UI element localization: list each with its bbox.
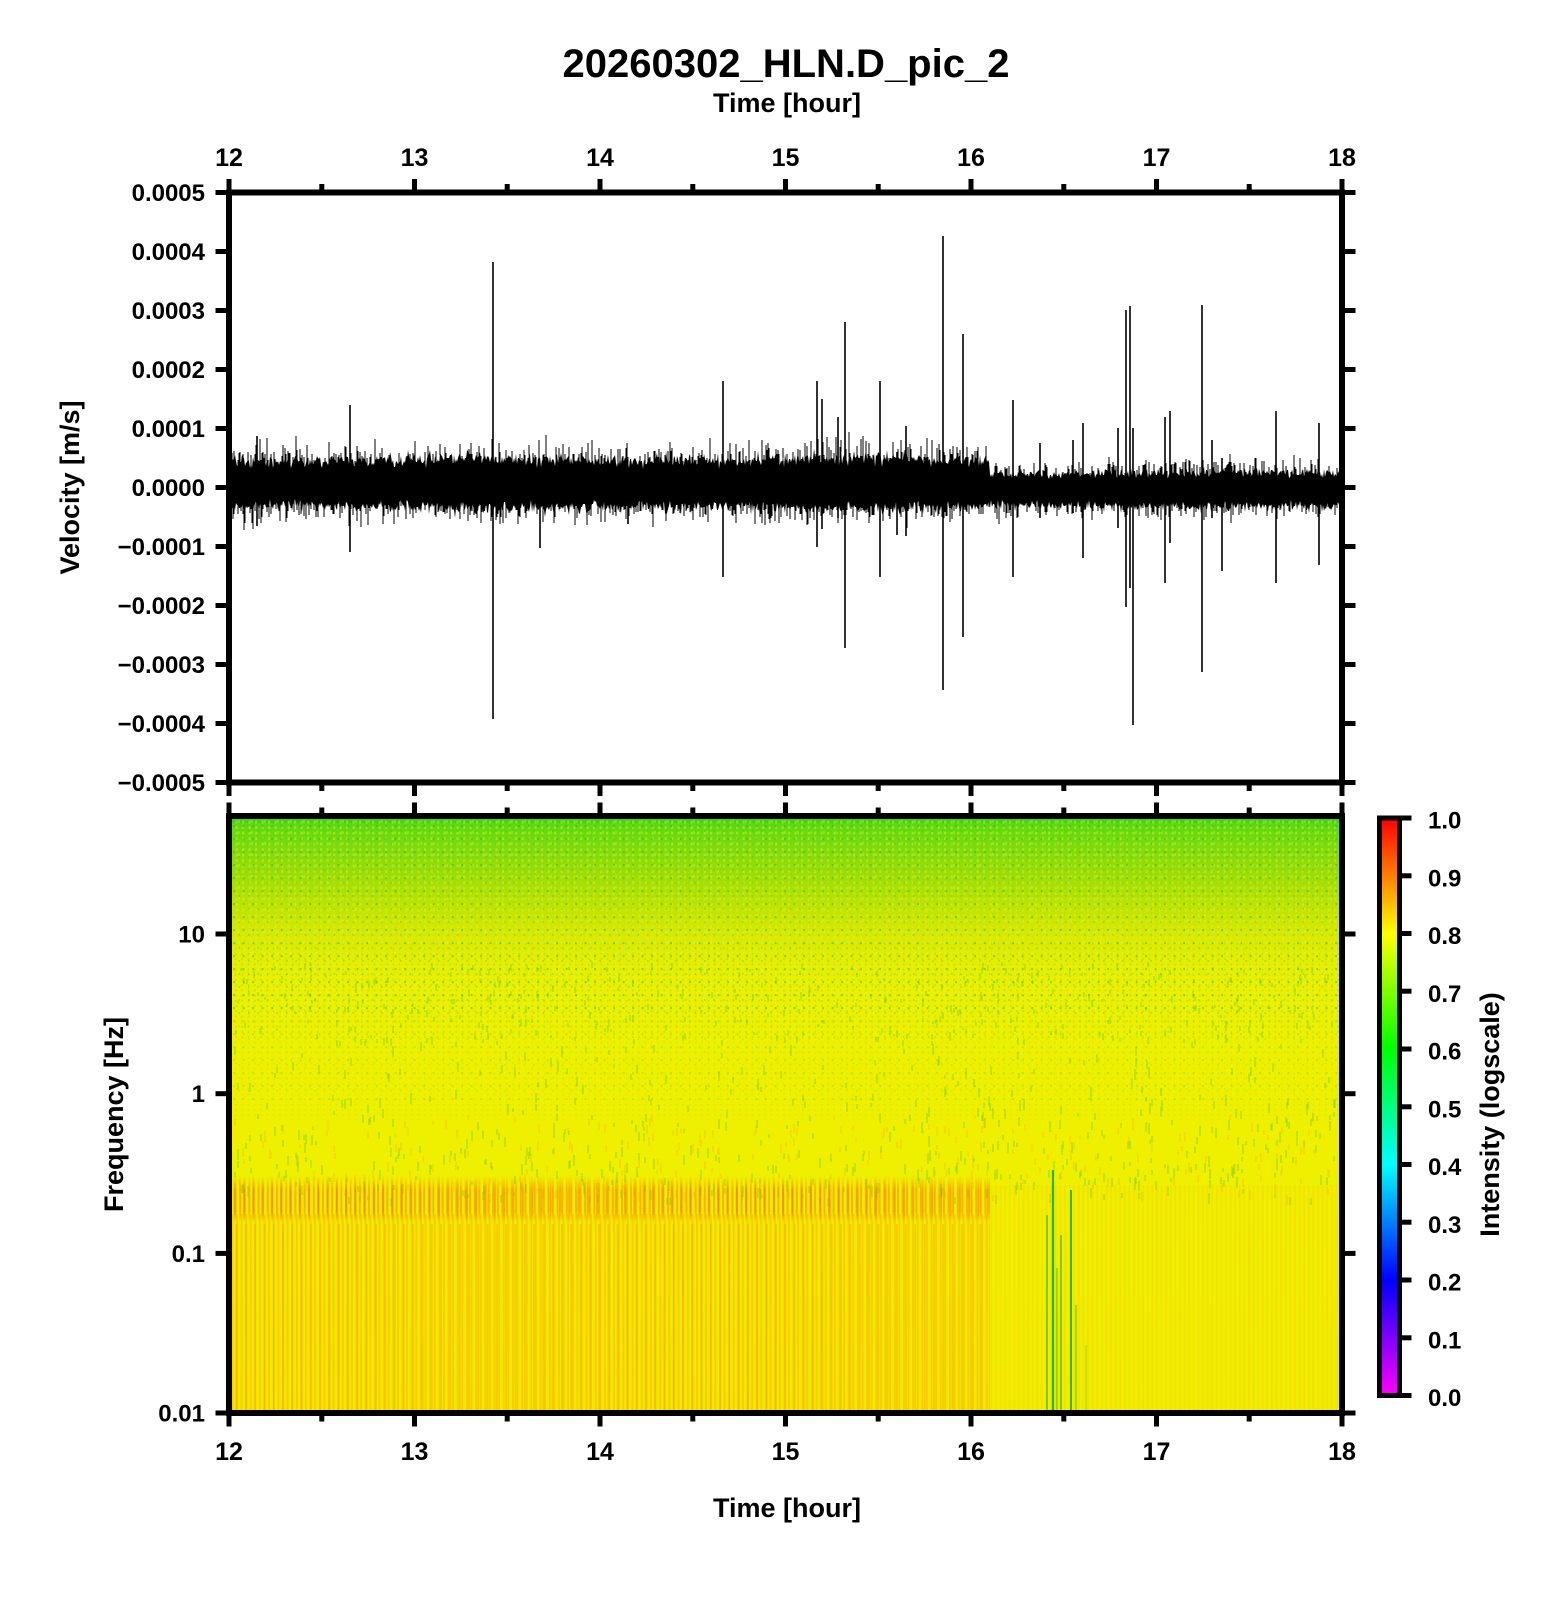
svg-text:17: 17	[1143, 1438, 1171, 1466]
svg-text:1: 1	[192, 1081, 205, 1108]
svg-text:12: 12	[215, 144, 243, 172]
svg-text:20260302_HLN.D_pic_2: 20260302_HLN.D_pic_2	[563, 42, 1010, 86]
svg-text:−0.0001: −0.0001	[118, 534, 205, 561]
svg-text:0.8: 0.8	[1428, 923, 1461, 950]
svg-text:14: 14	[586, 144, 614, 172]
svg-text:0.1: 0.1	[1428, 1327, 1461, 1354]
svg-text:0.0001: 0.0001	[132, 416, 205, 443]
svg-text:0.0: 0.0	[1428, 1385, 1461, 1412]
svg-text:0.9: 0.9	[1428, 865, 1461, 892]
svg-text:0.0000: 0.0000	[132, 475, 205, 502]
svg-text:Velocity [m/s]: Velocity [m/s]	[55, 400, 85, 574]
svg-text:0.01: 0.01	[158, 1401, 205, 1428]
svg-text:16: 16	[957, 1438, 985, 1466]
svg-text:0.5: 0.5	[1428, 1096, 1461, 1123]
svg-text:18: 18	[1328, 144, 1356, 172]
svg-text:0.7: 0.7	[1428, 981, 1461, 1008]
svg-text:−0.0002: −0.0002	[118, 593, 205, 620]
svg-text:12: 12	[215, 1438, 243, 1466]
svg-text:0.0005: 0.0005	[132, 180, 205, 207]
svg-text:1.0: 1.0	[1428, 808, 1461, 835]
svg-text:13: 13	[401, 144, 429, 172]
svg-text:Time [hour]: Time [hour]	[713, 1493, 861, 1523]
svg-text:15: 15	[772, 1438, 800, 1466]
svg-text:0.4: 0.4	[1428, 1154, 1462, 1181]
svg-text:0.0003: 0.0003	[132, 298, 205, 325]
svg-text:0.2: 0.2	[1428, 1270, 1461, 1297]
svg-text:Intensity (logscale): Intensity (logscale)	[1475, 992, 1505, 1237]
svg-text:0.1: 0.1	[172, 1241, 205, 1268]
svg-text:Time [hour]: Time [hour]	[713, 88, 861, 118]
svg-text:17: 17	[1143, 144, 1171, 172]
svg-text:10: 10	[178, 922, 205, 949]
svg-text:−0.0004: −0.0004	[118, 711, 206, 738]
svg-text:−0.0003: −0.0003	[118, 652, 205, 679]
svg-text:0.0002: 0.0002	[132, 357, 205, 384]
svg-text:Frequency [Hz]: Frequency [Hz]	[99, 1017, 129, 1212]
svg-text:0.0004: 0.0004	[132, 239, 206, 266]
svg-text:0.3: 0.3	[1428, 1212, 1461, 1239]
svg-text:15: 15	[772, 144, 800, 172]
svg-text:−0.0005: −0.0005	[118, 770, 205, 797]
svg-text:0.6: 0.6	[1428, 1039, 1461, 1066]
svg-text:16: 16	[957, 144, 985, 172]
svg-text:13: 13	[401, 1438, 429, 1466]
svg-text:18: 18	[1328, 1438, 1356, 1466]
svg-text:14: 14	[586, 1438, 614, 1466]
